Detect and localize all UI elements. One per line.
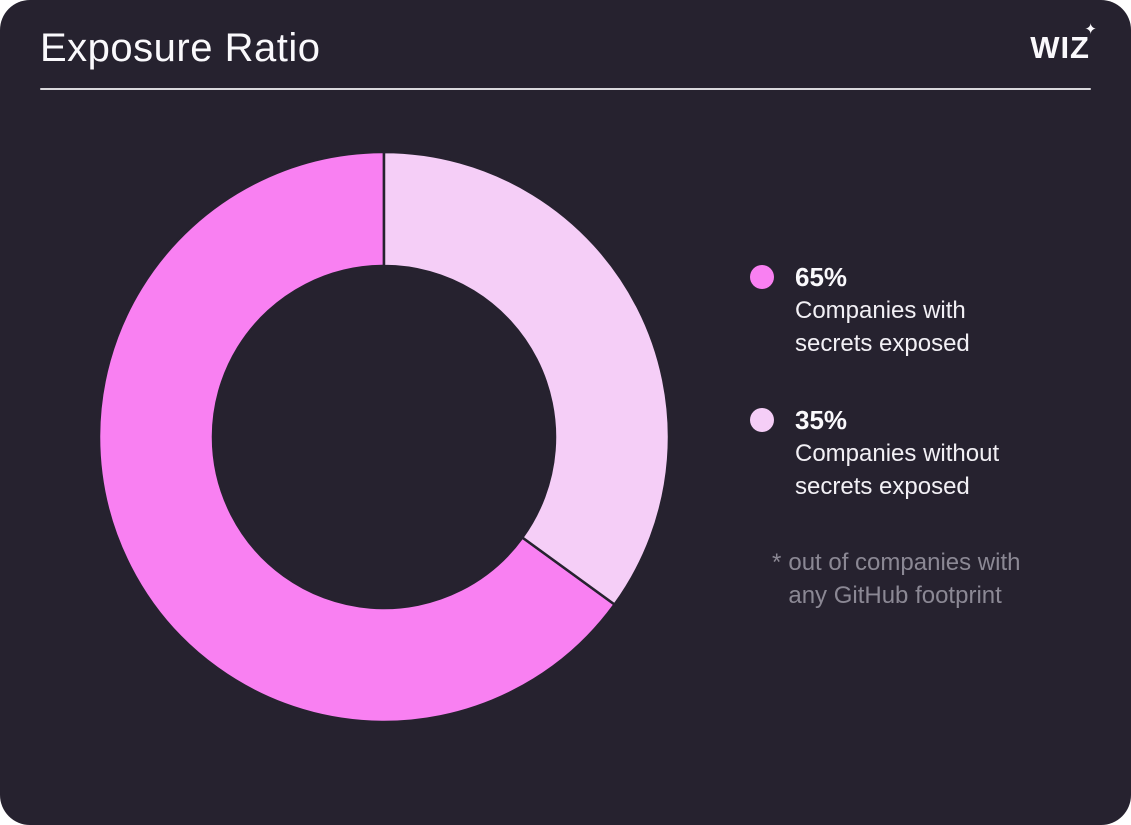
- footnote-marker: *: [772, 549, 782, 576]
- footnote-line: any GitHub footprint: [788, 582, 1002, 609]
- legend-item-exposed: 65% Companies with secrets exposed: [750, 260, 1110, 360]
- legend-label-line: secrets exposed: [795, 473, 970, 500]
- legend-dot-not-exposed: [750, 408, 774, 432]
- donut-chart: [97, 150, 671, 724]
- brand-wordmark: WIZ: [1030, 30, 1090, 65]
- legend-percent: 35%: [795, 405, 848, 435]
- legend-label-line: secrets exposed: [795, 330, 970, 357]
- brand-logo: WIZ ✦: [1030, 21, 1097, 66]
- donut-segment-0: [97, 150, 616, 724]
- footnote-text: out of companies with any GitHub footpri…: [788, 546, 1020, 612]
- chart-legend: 65% Companies with secrets exposed 35% C…: [750, 260, 1110, 546]
- legend-text-exposed: 65% Companies with secrets exposed: [795, 260, 970, 360]
- donut-segment-1: [382, 150, 671, 606]
- legend-text-not-exposed: 35% Companies without secrets exposed: [795, 403, 999, 503]
- legend-label-line: Companies without: [795, 440, 1000, 467]
- legend-item-not-exposed: 35% Companies without secrets exposed: [750, 403, 1110, 503]
- legend-dot-exposed: [750, 265, 774, 289]
- chart-footnote: * out of companies with any GitHub footp…: [772, 546, 1020, 612]
- title-divider: [40, 88, 1091, 90]
- footnote-line: out of companies with: [788, 549, 1021, 576]
- legend-label-line: Companies with: [795, 297, 966, 324]
- page-title: Exposure Ratio: [40, 26, 321, 70]
- legend-percent: 65%: [795, 262, 848, 292]
- sparkle-icon: ✦: [1084, 21, 1098, 38]
